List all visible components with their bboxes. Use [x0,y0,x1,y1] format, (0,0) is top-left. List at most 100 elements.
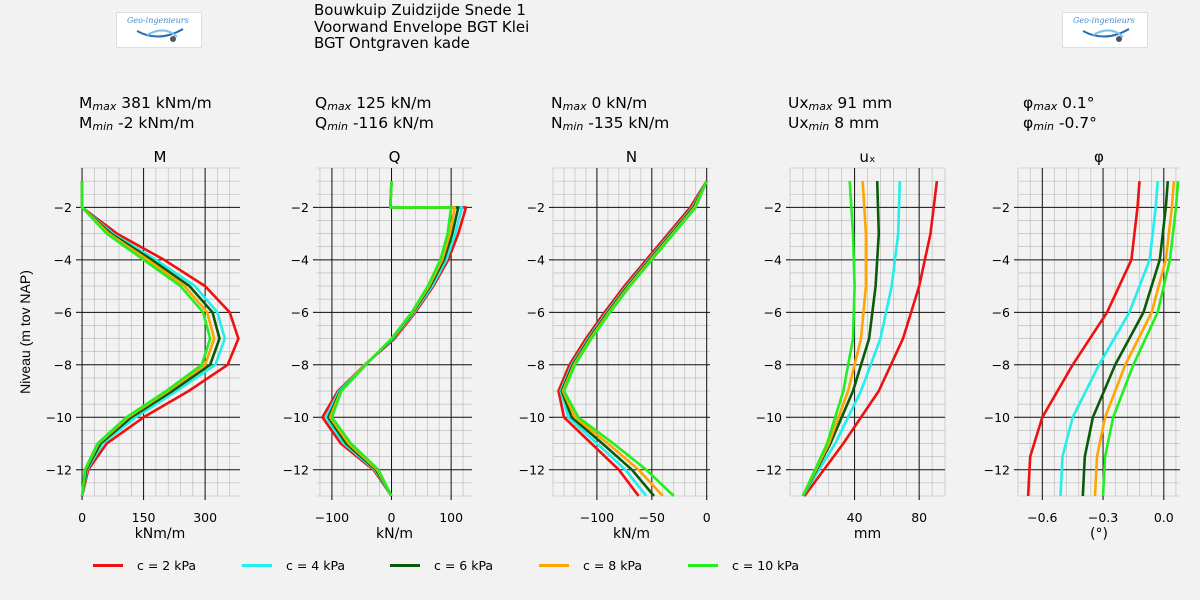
logo-swirl-icon-right [1082,28,1130,42]
y-tick-label: −12 [984,462,1010,477]
legend-label: c = 10 kPa [732,558,800,573]
legend-label: c = 2 kPa [137,558,197,573]
x-tick-label: −50 [639,510,665,525]
y-tick-label: −4 [54,252,72,267]
chart-panel-4: 40 80 −2 −4 −6 −8 −10 −12 uₓ mm [756,148,946,542]
stats-normal: Nmax 0 kN/m Nmin -135 kN/m [551,94,670,134]
legend-swatch [242,564,272,567]
title-line-3: BGT Ontgraven kade [314,34,470,52]
y-tick-label: −6 [764,305,782,320]
y-tick-label: −4 [764,252,782,267]
chart-title: uₓ [859,148,875,166]
company-logo: Geo-ingenieurs [116,12,202,48]
x-axis-label: kNm/m [135,526,186,542]
y-tick-label: −12 [756,462,782,477]
y-tick-label: −4 [992,252,1010,267]
x-axis-label: (°) [1090,526,1108,542]
series-line-c2kpa [557,180,708,497]
figure-title: Bouwkuip Zuidzijde Snede 1 Voorwand Enve… [314,2,529,52]
series-line-c2kpa [803,180,939,497]
chart-panel-2: −100 0 100 −2 −4 −6 −8 −10 −12 QkN/m [283,148,472,542]
series-line-c2kpa [1026,181,1141,497]
y-tick-label: −10 [756,410,782,425]
chart-title: φ [1094,148,1104,166]
y-tick-label: −2 [764,200,782,215]
series-line-c10kpa [801,181,856,497]
stats-displacement: Uxmax 91 mm Uxmin 8 mm [788,94,893,134]
x-axis-label: mm [854,526,881,542]
y-tick-label: −8 [527,357,545,372]
x-tick-label: 0.0 [1154,510,1174,525]
series-line-c10kpa [1101,181,1180,497]
x-tick-label: 40 [847,510,863,525]
series-line-c10kpa [562,180,708,497]
x-tick-label: −100 [315,510,349,525]
y-tick-label: −10 [46,410,72,425]
y-axis-label: Niveau (m tov NAP) [17,270,33,394]
logo-swirl-icon [136,28,184,42]
chart-title: M [154,148,167,166]
chart-panel-5: −0.6 −0.3 0.0 −2 −4 −6 −8 −10 −12 φ (°) [984,148,1180,542]
y-tick-label: −2 [54,200,72,215]
series-line-c4kpa [801,181,902,497]
y-tick-label: −2 [527,200,545,215]
y-tick-label: −4 [527,252,545,267]
series-line-c4kpa [1059,181,1159,497]
chart-title: Q [389,148,401,166]
series-line-c8kpa [1093,181,1176,497]
logo-text: Geo-ingenieurs [127,16,189,25]
stats-rotation: φmax 0.1° φmin -0.7° [1023,94,1097,134]
y-tick-label: −8 [291,357,309,372]
legend-label: c = 4 kPa [286,558,346,573]
y-tick-label: −10 [519,410,545,425]
y-tick-label: −6 [291,305,309,320]
chart-panel-3: −100 −50 0 −2 −4 −6 −8 −10 −12 NkN/m [519,148,711,542]
y-tick-label: −6 [527,305,545,320]
y-tick-label: −8 [992,357,1010,372]
legend: c = 2 kPa c = 4 kPa c = 6 kPa c = 8 kPa … [0,558,1200,578]
x-tick-label: 80 [911,510,927,525]
title-line-1: Bouwkuip Zuidzijde Snede 1 [314,1,526,19]
y-tick-label: −6 [54,305,72,320]
series-line-c10kpa [330,181,453,497]
y-tick-label: −10 [283,410,309,425]
series-line-c6kpa [1081,181,1170,497]
x-tick-label: −0.6 [1027,510,1057,525]
title-line-2: Voorwand Envelope BGT Klei [314,17,530,36]
y-tick-label: −8 [764,357,782,372]
legend-item-c10: c = 10 kPa [688,558,799,573]
x-tick-label: −100 [580,510,614,525]
y-tick-label: −2 [992,200,1010,215]
legend-label: c = 8 kPa [583,558,643,573]
legend-item-c8: c = 8 kPa [539,558,642,573]
y-tick-label: −12 [283,462,309,477]
legend-item-c4: c = 4 kPa [242,558,345,573]
legend-item-c6: c = 6 kPa [390,558,493,573]
legend-swatch [539,564,569,567]
series-line-c2kpa [80,181,240,497]
legend-label: c = 6 kPa [434,558,494,573]
stats-moment: Mmax 381 kNm/m Mmin -2 kNm/m [79,94,212,134]
y-tick-label: −10 [984,410,1010,425]
y-tick-label: −8 [54,357,72,372]
series-line-c8kpa [801,181,868,497]
x-axis-label: kN/m [376,526,413,542]
legend-swatch [688,564,718,567]
series-line-c10kpa [80,181,212,497]
chart-title: N [626,148,637,166]
x-tick-label: 0 [388,510,396,525]
x-tick-label: 0 [703,510,711,525]
x-axis-label: kN/m [613,526,650,542]
x-tick-label: 0 [78,510,86,525]
legend-swatch [93,564,123,567]
x-tick-label: 100 [439,510,463,525]
x-tick-label: 300 [193,510,217,525]
stats-shear: Qmax 125 kN/m Qmin -116 kN/m [315,94,434,134]
x-tick-label: −0.3 [1088,510,1118,525]
logo-text-right: Geo-ingenieurs [1073,16,1135,25]
y-tick-label: −6 [992,305,1010,320]
y-tick-label: −12 [46,462,72,477]
